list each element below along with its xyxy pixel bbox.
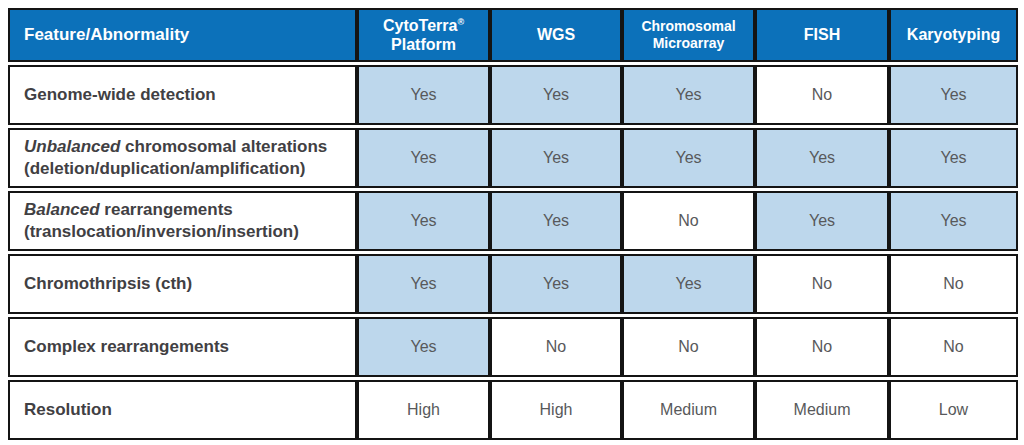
value-cell: Yes — [490, 128, 622, 188]
value-cell: Low — [889, 380, 1018, 440]
feature-cell: Genome-wide detection — [8, 65, 357, 125]
value-cell: Yes — [755, 128, 889, 188]
value-cell: Yes — [622, 65, 755, 125]
value-cell: No — [755, 254, 889, 314]
column-header-feature-label: Feature/Abnormality — [24, 25, 189, 44]
column-header-karyotyping: Karyotyping — [889, 8, 1018, 62]
value-cell: No — [889, 254, 1018, 314]
column-header-wgs: WGS — [490, 8, 622, 62]
value-cell: Yes — [490, 254, 622, 314]
column-header-fish: FISH — [755, 8, 889, 62]
registered-trademark-symbol: ® — [457, 16, 464, 26]
feature-cell: Balanced rearrangements(translocation/in… — [8, 191, 357, 251]
table-row-chromothripsis: Chromothripsis (cth) Yes Yes Yes No No — [8, 254, 1018, 314]
value-cell: No — [889, 317, 1018, 377]
value-cell: Yes — [357, 191, 490, 251]
value-cell: No — [622, 191, 755, 251]
value-cell: Yes — [622, 128, 755, 188]
header-row: Feature/Abnormality CytoTerra®Platform W… — [8, 8, 1018, 62]
table-row-unbalanced-alterations: Unbalanced chromosomal alterations(delet… — [8, 128, 1018, 188]
value-cell: Medium — [755, 380, 889, 440]
value-cell: Yes — [357, 254, 490, 314]
value-cell: Yes — [889, 65, 1018, 125]
value-cell: Medium — [622, 380, 755, 440]
value-cell: No — [622, 317, 755, 377]
value-cell: Yes — [889, 128, 1018, 188]
value-cell: No — [755, 65, 889, 125]
value-cell: High — [357, 380, 490, 440]
value-cell: Yes — [490, 191, 622, 251]
value-cell: Yes — [357, 128, 490, 188]
value-cell: Yes — [357, 317, 490, 377]
feature-cell: Complex rearrangements — [8, 317, 357, 377]
table-row-balanced-rearrangements: Balanced rearrangements(translocation/in… — [8, 191, 1018, 251]
value-cell: No — [755, 317, 889, 377]
value-cell: Yes — [755, 191, 889, 251]
value-cell: No — [490, 317, 622, 377]
column-header-cytoterra: CytoTerra®Platform — [357, 8, 490, 62]
feature-cell: Chromothripsis (cth) — [8, 254, 357, 314]
value-cell: Yes — [490, 65, 622, 125]
value-cell: Yes — [357, 65, 490, 125]
column-header-chromosomal-microarray: Chromosomal Microarray — [622, 8, 755, 62]
value-cell: High — [490, 380, 622, 440]
column-header-feature: Feature/Abnormality — [8, 8, 357, 62]
table-row-complex-rearrangements: Complex rearrangements Yes No No No No — [8, 317, 1018, 377]
comparison-table: Feature/Abnormality CytoTerra®Platform W… — [8, 5, 1018, 443]
value-cell: Yes — [889, 191, 1018, 251]
table-row-genome-wide-detection: Genome-wide detection Yes Yes Yes No Yes — [8, 65, 1018, 125]
value-cell: Yes — [622, 254, 755, 314]
feature-cell: Unbalanced chromosomal alterations(delet… — [8, 128, 357, 188]
feature-cell: Resolution — [8, 380, 357, 440]
table-row-resolution: Resolution High High Medium Medium Low — [8, 380, 1018, 440]
